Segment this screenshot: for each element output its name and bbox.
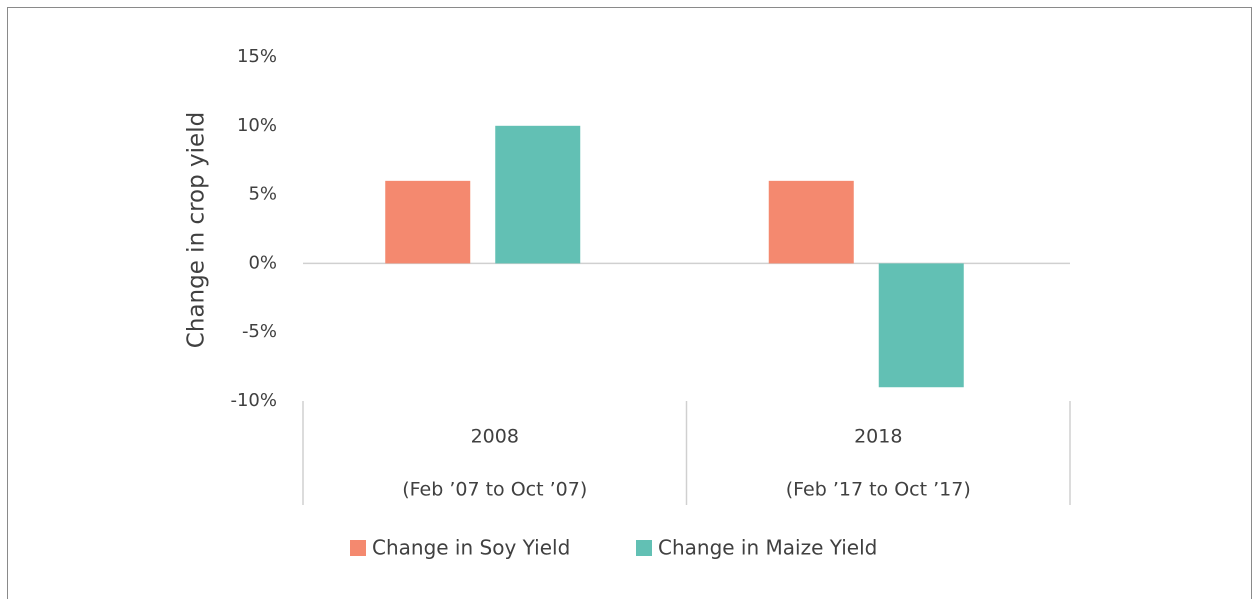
bar: [768, 180, 854, 264]
x-tick-sublabel: (Feb ’07 to Oct ’07): [402, 479, 587, 501]
y-tick-label: 5%: [248, 184, 277, 205]
y-tick-label: -5%: [242, 321, 277, 342]
legend-swatch: [636, 540, 652, 556]
x-tick-label: 2018: [854, 426, 902, 448]
y-axis-label: Change in crop yield: [184, 112, 210, 348]
legend-swatch: [350, 540, 366, 556]
bar: [878, 263, 964, 388]
legend-label: Change in Maize Yield: [658, 536, 877, 560]
x-tick-label: 2008: [471, 426, 519, 448]
y-tick-label: 0%: [248, 252, 277, 273]
x-tick-sublabel: (Feb ’17 to Oct ’17): [786, 479, 971, 501]
y-tick-label: 15%: [237, 46, 277, 67]
bar: [385, 180, 471, 264]
y-tick-label: -10%: [230, 390, 277, 411]
bar: [495, 125, 581, 264]
frame: [7, 7, 1252, 599]
y-tick-label: 10%: [237, 115, 277, 136]
legend-label: Change in Soy Yield: [372, 536, 570, 560]
